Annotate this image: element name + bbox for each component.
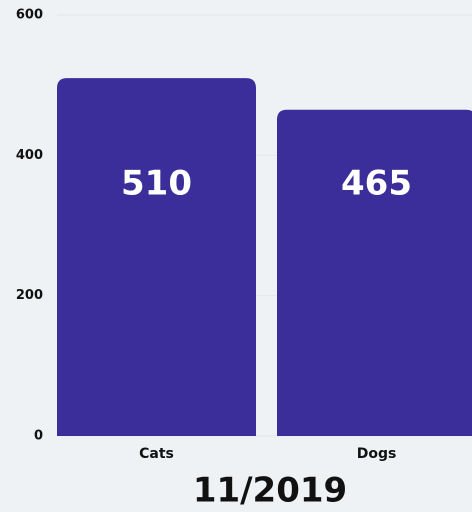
y-tick-label: 0 bbox=[34, 429, 43, 444]
data-label: 465 bbox=[341, 164, 412, 204]
x-tick-label: Dogs bbox=[357, 446, 397, 462]
y-tick-label: 600 bbox=[16, 8, 43, 23]
x-tick-label: Cats bbox=[139, 446, 174, 462]
y-tick-label: 200 bbox=[16, 288, 43, 303]
data-label: 510 bbox=[121, 164, 192, 204]
bar bbox=[277, 109, 472, 436]
chart-title: 11/2019 bbox=[193, 471, 347, 511]
y-tick-label: 400 bbox=[16, 148, 43, 163]
bar bbox=[57, 78, 256, 437]
